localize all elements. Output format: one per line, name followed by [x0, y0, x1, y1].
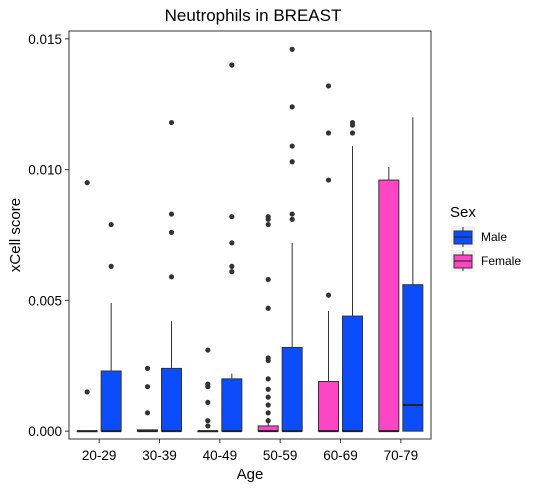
male-outlier	[349, 119, 356, 126]
x-tick-label: 20-29	[82, 448, 117, 463]
x-tick-label: 60-69	[323, 448, 358, 463]
female-outlier	[265, 355, 271, 361]
male-outlier	[168, 274, 175, 280]
male-outlier	[229, 62, 235, 68]
legend-label-female: Female	[481, 254, 521, 268]
female-box	[378, 179, 400, 432]
female-outlier	[265, 410, 271, 416]
legend-title: Sex	[450, 204, 476, 221]
y-tick-label: 0.010	[28, 163, 62, 178]
female-outlier	[265, 418, 271, 424]
y-tick-label: 0.015	[28, 32, 62, 47]
male-outlier	[229, 263, 235, 269]
male-outlier	[229, 214, 235, 220]
male-box	[281, 346, 303, 432]
male-box	[342, 315, 363, 432]
female-outlier	[205, 423, 211, 429]
male-box	[161, 367, 182, 432]
female-box	[318, 380, 339, 432]
female-outlier	[325, 177, 332, 183]
legend-label-male: Male	[481, 230, 507, 244]
female-outlier	[265, 221, 271, 228]
y-tick-label: 0.000	[28, 424, 62, 439]
male-outlier	[289, 216, 295, 222]
legend: Sex Male Female	[450, 204, 521, 272]
female-outlier	[325, 292, 332, 298]
x-tick-label: 30-39	[142, 448, 177, 463]
male-outlier	[168, 119, 175, 126]
chart-title: Neutrophils in BREAST	[165, 6, 342, 25]
male-outlier	[289, 143, 295, 149]
female-outlier	[205, 347, 211, 353]
x-tick-label: 50-59	[263, 448, 298, 463]
male-outlier	[289, 211, 295, 217]
female-outlier	[265, 276, 271, 283]
female-outlier	[265, 214, 271, 220]
male-outlier	[168, 229, 175, 235]
male-box	[100, 370, 122, 432]
male-outlier	[229, 240, 235, 246]
female-outlier	[265, 386, 271, 392]
x-axis: 20-29 30-39 40-49 50-59 60-69 70-79	[82, 439, 418, 463]
legend-items: Male Female	[451, 226, 521, 272]
female-outlier	[144, 384, 151, 390]
x-axis-title: Age	[237, 466, 264, 483]
x-tick-label: 40-49	[203, 448, 238, 463]
y-tick-label: 0.005	[28, 293, 62, 308]
male-outlier	[289, 104, 295, 110]
male-box	[221, 378, 243, 432]
male-outlier	[108, 221, 114, 228]
female-outlier	[325, 83, 332, 89]
female-outlier	[84, 389, 90, 395]
female-outlier	[144, 410, 151, 416]
female-outlier	[205, 418, 211, 424]
male-outlier	[349, 130, 356, 136]
female-outlier	[265, 376, 271, 382]
female-outlier	[265, 394, 271, 400]
box-series	[76, 46, 424, 433]
female-outlier	[205, 399, 211, 405]
plot-panel	[68, 30, 432, 440]
y-axis: 0.000 0.005 0.010 0.015	[28, 32, 69, 439]
male-box	[402, 284, 424, 432]
female-outlier	[84, 180, 90, 186]
female-outlier	[265, 305, 271, 311]
male-outlier	[289, 46, 295, 52]
y-axis-title: xCell score	[7, 198, 24, 272]
male-outlier	[168, 211, 175, 217]
female-outlier	[144, 365, 151, 371]
male-outlier	[229, 269, 235, 275]
x-tick-label: 70-79	[384, 448, 419, 463]
female-outlier	[205, 381, 211, 387]
male-outlier	[289, 159, 295, 165]
female-outlier	[325, 130, 332, 136]
male-outlier	[108, 263, 114, 269]
female-outlier	[265, 402, 271, 408]
